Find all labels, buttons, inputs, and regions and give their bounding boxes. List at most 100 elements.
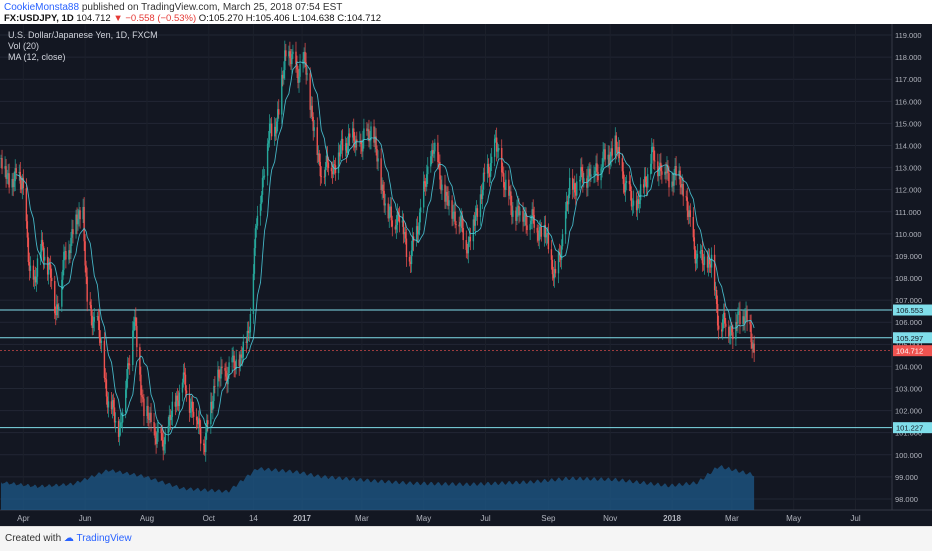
change-value: −0.558 (−0.53%) — [125, 13, 197, 24]
y-tick-label: 107.000 — [895, 296, 922, 305]
hline-price-tag — [893, 422, 932, 434]
candle-body — [501, 148, 503, 173]
candle-body — [390, 206, 392, 221]
hline-price-tag — [893, 332, 932, 344]
candle-body — [564, 211, 567, 235]
candle-body — [203, 443, 205, 446]
candle-body — [373, 126, 375, 143]
candle-body — [221, 366, 223, 368]
candle-body — [69, 250, 71, 254]
low-value: L:104.638 — [292, 13, 335, 24]
candle-body — [703, 256, 706, 265]
candle-body — [63, 251, 65, 270]
candle-body — [473, 219, 476, 226]
symbol-label: FX:USDJPY, 1D — [4, 13, 74, 24]
y-tick-label: 101.000 — [895, 429, 922, 438]
candle-body — [303, 51, 305, 60]
chart-area[interactable]: 98.000 99.000 100.000 101.000 102.000 103.000… — [0, 24, 932, 526]
candle-body — [92, 321, 94, 329]
y-tick-label: 112.000 — [895, 186, 922, 195]
candle-body — [383, 190, 385, 206]
candle-body — [13, 181, 15, 188]
candle-body — [161, 433, 163, 441]
candle-body — [367, 129, 369, 132]
candle-body — [724, 312, 726, 324]
candle-body — [637, 199, 640, 205]
candle-body — [717, 325, 720, 330]
candle-body — [426, 174, 428, 187]
candle-body — [211, 401, 213, 410]
legend-ma[interactable]: MA (12, close) — [8, 52, 66, 62]
candle-body — [472, 219, 475, 242]
candle-body — [732, 332, 734, 340]
candle-body — [603, 149, 605, 152]
candle-body — [671, 181, 673, 188]
candle-body — [675, 165, 677, 176]
candle-body — [154, 428, 156, 439]
candle-body — [75, 214, 77, 235]
candle-body — [665, 171, 667, 174]
candle-body — [167, 425, 169, 434]
candle-body — [723, 312, 725, 320]
x-tick-label: May — [786, 514, 801, 523]
open-value: O:105.270 — [198, 13, 244, 24]
candle-body — [313, 127, 315, 131]
candle-body — [40, 239, 43, 252]
candle-body — [198, 418, 201, 428]
candle-body — [596, 163, 598, 173]
candle-body — [376, 148, 378, 162]
candle-body — [111, 400, 114, 410]
candle-body — [573, 183, 575, 190]
candle-body — [539, 226, 541, 231]
candle-body — [738, 311, 740, 313]
candle-body — [444, 184, 446, 202]
candle-body — [623, 184, 626, 193]
candle-body — [149, 412, 151, 420]
candle-body — [55, 313, 57, 316]
y-tick-label: 106.000 — [895, 318, 922, 327]
tradingview-link[interactable]: TradingView — [76, 533, 132, 544]
candle-body — [451, 200, 453, 219]
candle-body — [333, 164, 336, 166]
candle-body — [651, 146, 653, 164]
candle-body — [581, 167, 583, 171]
candle-body — [630, 190, 633, 207]
candle-body — [418, 212, 421, 231]
candle-body — [299, 64, 301, 77]
candle-body — [482, 172, 485, 190]
candle-body — [589, 168, 591, 177]
candle-body — [524, 213, 526, 217]
candle-body — [76, 214, 78, 225]
candle-body — [86, 276, 88, 302]
candle-body — [310, 105, 312, 110]
candle-body — [695, 258, 698, 264]
candle-body — [550, 249, 553, 260]
candle-body — [387, 203, 389, 219]
candle-body — [609, 156, 611, 165]
candle-body — [319, 161, 322, 177]
candle-body — [83, 206, 85, 242]
x-tick-label: May — [416, 514, 431, 523]
candle-body — [360, 141, 362, 145]
candle-body — [282, 74, 284, 79]
author-link[interactable]: CookieMonsta88 — [4, 2, 80, 13]
candle-body — [104, 378, 107, 380]
candle-body — [176, 395, 179, 401]
candle-body — [304, 51, 306, 63]
candle-body — [510, 191, 512, 206]
candle-body — [91, 315, 93, 329]
header-bar: CookieMonsta88 published on TradingView.… — [0, 0, 932, 24]
candle-body — [305, 62, 307, 75]
candle-body — [653, 146, 655, 161]
candle-body — [559, 255, 562, 260]
legend-volume[interactable]: Vol (20) — [8, 41, 40, 51]
candle-body — [12, 178, 14, 188]
candle-body — [47, 263, 50, 275]
candle-body — [14, 168, 16, 182]
chart-svg[interactable]: 98.000 99.000 100.000 101.000 102.000 103.000… — [0, 24, 932, 526]
candle-body — [693, 237, 696, 250]
legend-title: U.S. Dollar/Japanese Yen, 1D, FXCM — [8, 30, 158, 40]
candle-body — [597, 172, 599, 181]
candle-body — [140, 374, 142, 396]
candle-body — [139, 347, 141, 375]
